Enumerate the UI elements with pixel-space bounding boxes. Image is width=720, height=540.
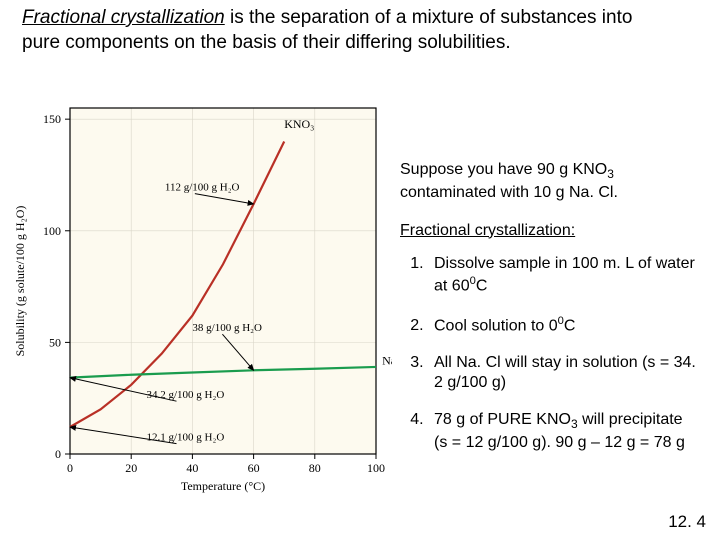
step-2: Cool solution to 00C bbox=[428, 314, 700, 337]
svg-text:60: 60 bbox=[248, 461, 260, 475]
svg-text:20: 20 bbox=[125, 461, 137, 475]
definition-heading: Fractional crystallization is the separa… bbox=[22, 6, 662, 55]
svg-text:Temperature (°C): Temperature (°C) bbox=[181, 479, 265, 493]
svg-text:12.1 g/100 g H₂O: 12.1 g/100 g H₂O bbox=[147, 432, 225, 444]
scenario-text: Suppose you have 90 g KNO3 contaminated … bbox=[400, 160, 700, 204]
svg-text:0: 0 bbox=[67, 461, 73, 475]
steps-heading: Fractional crystallization: bbox=[400, 222, 700, 240]
svg-text:100: 100 bbox=[43, 224, 61, 238]
svg-text:34.2 g/100 g H₂O: 34.2 g/100 g H₂O bbox=[147, 389, 225, 401]
defined-term: Fractional crystallization bbox=[22, 7, 225, 28]
svg-text:KNO₃: KNO₃ bbox=[284, 117, 314, 131]
step-4: 78 g of PURE KNO3 will precipitate (s = … bbox=[428, 410, 700, 454]
svg-text:40: 40 bbox=[186, 461, 198, 475]
step-1: Dissolve sample in 100 m. L of water at … bbox=[428, 254, 700, 298]
svg-text:100: 100 bbox=[367, 461, 385, 475]
explanation-panel: Suppose you have 90 g KNO3 contaminated … bbox=[400, 160, 700, 470]
step-3: All Na. Cl will stay in solution (s = 34… bbox=[428, 353, 700, 395]
svg-text:80: 80 bbox=[309, 461, 321, 475]
svg-text:0: 0 bbox=[55, 447, 61, 461]
svg-text:NaCl: NaCl bbox=[382, 354, 392, 368]
page-number: 12. 4 bbox=[668, 512, 706, 532]
svg-text:38 g/100 g H₂O: 38 g/100 g H₂O bbox=[192, 322, 262, 334]
steps-list: Dissolve sample in 100 m. L of water at … bbox=[400, 254, 700, 454]
svg-text:50: 50 bbox=[49, 335, 61, 349]
svg-text:Solubility (g solute/100 g H₂O: Solubility (g solute/100 g H₂O) bbox=[13, 206, 27, 357]
solubility-chart: 0 20 40 60 80 100 0 50 100 150 KNO₃ NaCl 112 g/100 g… bbox=[8, 98, 392, 498]
svg-text:150: 150 bbox=[43, 112, 61, 126]
svg-text:112 g/100 g H₂O: 112 g/100 g H₂O bbox=[165, 182, 240, 194]
